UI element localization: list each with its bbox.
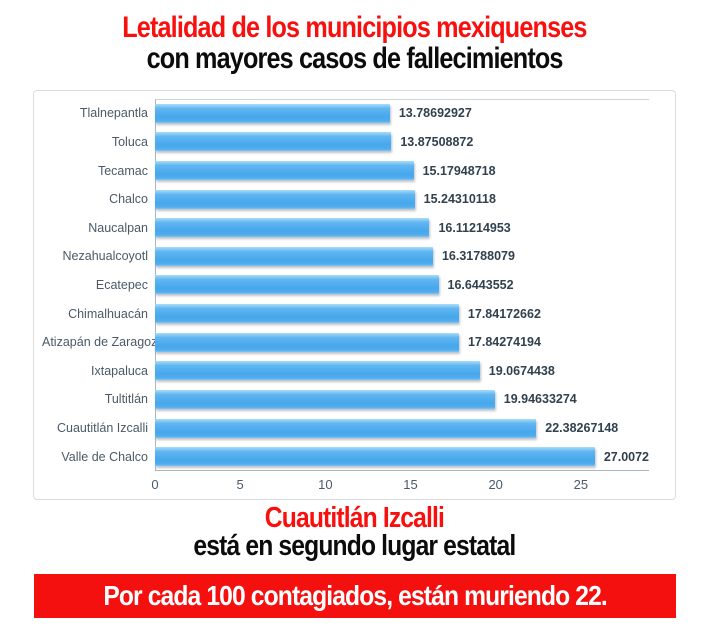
category-label: Valle de Chalco (61, 449, 148, 464)
value-label: 27.0072 (603, 449, 649, 464)
value-label: 16.6443552 (447, 277, 514, 292)
x-tick-label: 25 (573, 477, 589, 492)
bar-track: 16.31788079 (155, 242, 649, 271)
bar-row: Ecatepec 16.6443552 (42, 271, 649, 300)
bar-row: Tecamac 15.17948718 (42, 156, 649, 185)
category-label: Naucalpan (88, 220, 148, 235)
bar-row: Naucalpan 16.11214953 (42, 213, 649, 242)
bar-track: 13.78692927 (155, 99, 649, 128)
bar (155, 103, 390, 123)
value-label: 15.24310118 (423, 192, 496, 207)
bar-row: Atizapán de Zaragoza 17.84274194 (42, 328, 649, 357)
bar (155, 389, 495, 409)
x-tick-label: 10 (318, 477, 333, 492)
bar (155, 132, 392, 152)
bar-track: 16.6443552 (155, 271, 649, 300)
bar-track: 13.87508872 (155, 128, 649, 157)
value-label: 22.38267148 (545, 421, 619, 435)
banner: Por cada 100 contagiados, están muriendo… (34, 574, 676, 618)
bar-track: 27.0072 (155, 442, 649, 471)
chart-plot-area: Tlalnepantla 13.78692927 Toluca 13.87508872… (42, 99, 649, 495)
bar (155, 332, 459, 352)
category-label: Ixtapaluca (91, 363, 148, 378)
subtitle-line2: está en segundo lugar estatal (193, 530, 517, 562)
category-label: Tlalnepantla (79, 106, 148, 121)
bar-rows: Tlalnepantla 13.78692927 Toluca 13.87508872… (42, 99, 649, 471)
x-tick-label: 20 (488, 477, 503, 492)
value-label: 19.0674438 (488, 363, 555, 378)
headline: Letalidad de los municipios mexiquenses … (0, 11, 709, 76)
bar-row: Tlalnepantla 13.78692927 (42, 99, 649, 128)
value-label: 17.84274194 (467, 335, 541, 350)
bar-track: 15.24310118 (155, 185, 649, 214)
bar-track: 19.0674438 (155, 356, 649, 385)
bar-row: Cuautitlán Izcalli 22.38267148 (42, 414, 649, 443)
bar (155, 161, 414, 181)
x-tick-label: 5 (236, 477, 244, 492)
bar-row: Tultitlán 19.94633274 (42, 385, 649, 414)
category-label: Chalco (109, 192, 148, 207)
bar (155, 189, 415, 209)
x-tick-label: 0 (151, 477, 159, 492)
bar (155, 361, 480, 381)
category-label: Nezahualcoyotl (62, 249, 148, 264)
value-label: 17.84172662 (467, 306, 541, 321)
value-label: 16.31788079 (441, 249, 515, 264)
value-label: 16.11214953 (438, 220, 511, 235)
headline-line1: Letalidad de los municipios mexiquenses (122, 11, 587, 44)
bar-row: Valle de Chalco 27.0072 (42, 442, 649, 471)
bar-track: 22.38267148 (155, 414, 649, 443)
bar-track: 19.94633274 (155, 385, 649, 414)
bar-row: Toluca 13.87508872 (42, 128, 649, 157)
value-label: 13.87508872 (400, 134, 474, 149)
bar (155, 275, 439, 295)
category-label: Cuautitlán Izcalli (56, 421, 148, 435)
bar-chart: Tlalnepantla 13.78692927 Toluca 13.87508872… (33, 90, 676, 500)
subtitle: Cuautitlán Izcalli (0, 504, 709, 533)
bar-row: Chimalhuacán 17.84172662 (42, 299, 649, 328)
headline-line2: con mayores casos de fallecimientos (146, 42, 563, 76)
bar-track: 17.84274194 (155, 328, 649, 357)
value-label: 15.17948718 (422, 163, 496, 178)
category-label: Tultitlán (104, 392, 148, 407)
bar-track: 15.17948718 (155, 156, 649, 185)
bar (155, 447, 595, 467)
banner-text: Por cada 100 contagiados, están muriendo… (103, 580, 607, 611)
category-label: Ecatepec (95, 277, 148, 292)
category-label: Toluca (111, 134, 148, 149)
category-label: Tecamac (97, 163, 148, 178)
bar-track: 17.84172662 (155, 299, 649, 328)
value-label: 13.78692927 (398, 106, 472, 121)
bar (155, 304, 459, 324)
bar (155, 218, 430, 238)
value-label: 19.94633274 (503, 392, 577, 407)
category-label: Atizapán de Zaragoza (42, 335, 165, 350)
bar-row: Nezahualcoyotl 16.31788079 (42, 242, 649, 271)
bar-row: Ixtapaluca 19.0674438 (42, 356, 649, 385)
bar-row: Chalco 15.24310118 (42, 185, 649, 214)
bar (155, 418, 537, 438)
x-axis: 0 5 10 15 20 25 (151, 471, 649, 495)
subtitle-line1: Cuautitlán Izcalli (264, 502, 445, 534)
bar (155, 246, 433, 266)
category-label: Chimalhuacán (68, 306, 148, 321)
subtitle-continued: está en segundo lugar estatal (0, 532, 709, 561)
bar-track: 16.11214953 (155, 213, 649, 242)
x-tick-label: 15 (403, 477, 418, 492)
